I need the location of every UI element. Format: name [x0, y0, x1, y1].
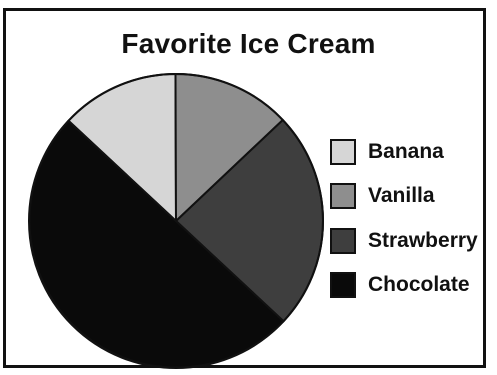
legend-item-vanilla: Vanilla — [330, 180, 435, 212]
legend-swatch-chocolate — [330, 272, 356, 298]
legend-label-chocolate: Chocolate — [368, 273, 470, 297]
legend-item-chocolate: Chocolate — [330, 269, 470, 301]
legend-label-strawberry: Strawberry — [368, 229, 478, 253]
legend-swatch-banana — [330, 139, 356, 165]
legend-item-banana: Banana — [330, 136, 444, 168]
legend-label-banana: Banana — [368, 140, 444, 164]
legend-swatch-vanilla — [330, 183, 356, 209]
legend-item-strawberry: Strawberry — [330, 225, 478, 257]
legend-swatch-strawberry — [330, 228, 356, 254]
legend-label-vanilla: Vanilla — [368, 184, 435, 208]
